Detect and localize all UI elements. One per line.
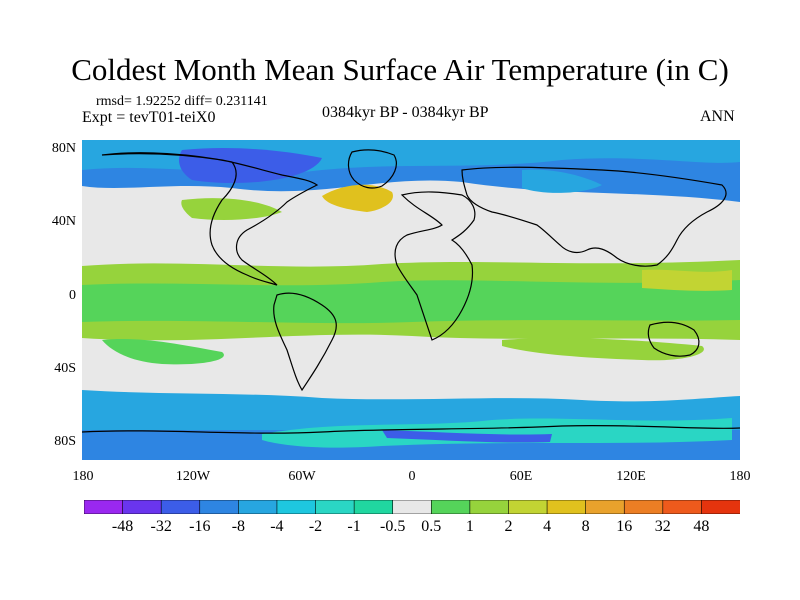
colorbar-label: -48 — [111, 518, 134, 535]
colorbar-swatches — [84, 500, 740, 514]
lat-label-80s: 80S — [54, 434, 76, 449]
colorbar-label: 4 — [543, 518, 552, 535]
colorbar-swatch — [508, 500, 548, 514]
lon-label-60e: 60E — [509, 469, 533, 484]
colorbar-swatch — [160, 500, 201, 514]
colorbar-swatch — [276, 500, 317, 514]
lat-label-80n: 80N — [51, 141, 76, 156]
colorbar-swatch — [701, 500, 740, 514]
colorbar-label: 2 — [504, 518, 513, 535]
colorbar-label: -8 — [231, 518, 246, 535]
experiment-text: Expt = tevT01-teiX0 — [82, 109, 216, 126]
colorbar-swatch — [199, 500, 240, 514]
colorbar-label: -4 — [270, 518, 284, 535]
colorbar-swatch — [238, 500, 278, 514]
colorbar-label: -1 — [347, 518, 361, 535]
colorbar-label: -32 — [150, 518, 172, 535]
colorbar-label: 16 — [616, 518, 633, 535]
lat-label-0: 0 — [69, 288, 76, 303]
colorbar-swatch — [392, 500, 433, 514]
colorbar-label: 48 — [693, 518, 710, 535]
lon-label-0: 0 — [408, 469, 416, 484]
season-text: ANN — [700, 108, 735, 125]
colorbar-swatch — [353, 500, 394, 514]
colorbar-swatch — [546, 500, 587, 514]
lon-label-120w: 120W — [175, 469, 211, 484]
colorbar — [84, 500, 740, 514]
lat-label-40n: 40N — [51, 214, 76, 229]
lon-label-180e: 180 — [729, 469, 751, 484]
colorbar-swatch — [585, 500, 626, 514]
lon-label-120e: 120E — [616, 469, 646, 484]
temperature-fields — [82, 140, 740, 460]
colorbar-swatch — [623, 500, 664, 514]
lon-label-60w: 60W — [288, 469, 316, 484]
colorbar-swatch — [469, 500, 510, 514]
colorbar-swatch — [662, 500, 703, 514]
lon-label-180w: 180 — [72, 469, 94, 484]
colorbar-label: 32 — [654, 518, 671, 535]
rmsd-diff-text: rmsd= 1.92252 diff= 0.231141 — [96, 94, 268, 109]
colorbar-swatch — [315, 500, 355, 514]
period-text: 0384kyr BP - 0384kyr BP — [322, 104, 489, 121]
temperature-map — [82, 140, 740, 460]
colorbar-swatch — [84, 500, 124, 514]
colorbar-swatch — [122, 500, 162, 514]
colorbar-label: -16 — [189, 518, 211, 535]
colorbar-label: 8 — [581, 518, 590, 535]
coastlines — [82, 149, 740, 434]
colorbar-label: -2 — [308, 518, 323, 535]
colorbar-swatch — [430, 500, 471, 514]
plot-title: Coldest Month Mean Surface Air Temperatu… — [71, 52, 729, 87]
colorbar-label: 1 — [465, 518, 474, 535]
colorbar-label: -0.5 — [380, 518, 406, 535]
lat-label-40s: 40S — [54, 361, 76, 376]
colorbar-label: 0.5 — [421, 518, 442, 535]
